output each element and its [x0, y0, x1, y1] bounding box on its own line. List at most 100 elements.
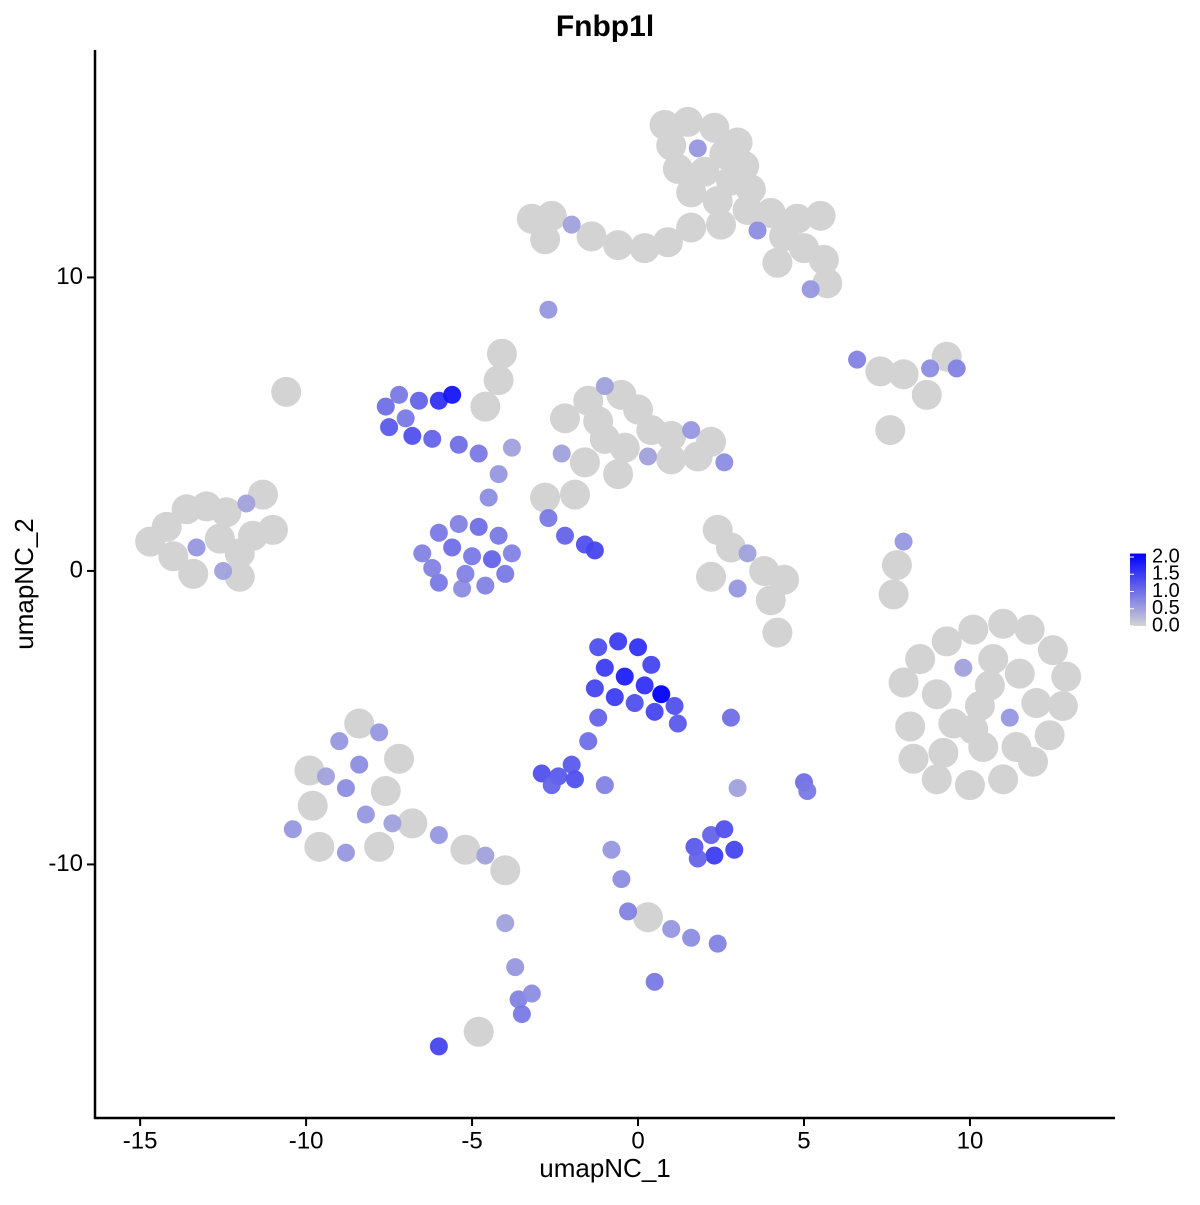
x-tick-label: -5 — [461, 1127, 482, 1154]
point — [878, 579, 909, 610]
point — [728, 779, 747, 798]
point — [638, 447, 657, 466]
point — [1051, 661, 1082, 692]
point — [682, 928, 701, 947]
point — [865, 356, 896, 387]
x-tick-label: 0 — [631, 1127, 644, 1154]
point — [552, 444, 571, 463]
point — [237, 494, 256, 513]
point — [668, 714, 687, 733]
point — [702, 186, 733, 217]
point — [536, 200, 567, 231]
colorbar-tick-label: 0.0 — [1152, 614, 1180, 636]
point — [396, 409, 415, 428]
point — [489, 526, 508, 545]
point — [562, 755, 581, 774]
point — [1001, 732, 1032, 763]
point — [898, 743, 929, 774]
point — [506, 958, 525, 977]
point — [224, 561, 255, 592]
point — [645, 702, 664, 721]
point — [705, 846, 724, 865]
point — [562, 215, 581, 234]
point — [595, 658, 614, 677]
point — [271, 376, 302, 407]
point — [656, 420, 687, 451]
point — [496, 564, 515, 583]
point — [151, 511, 182, 542]
point — [384, 743, 415, 774]
point — [748, 221, 767, 240]
point — [728, 579, 747, 598]
point — [619, 902, 638, 921]
point — [364, 831, 395, 862]
y-axis-label: umapNC_2 — [9, 518, 39, 650]
point — [469, 517, 488, 536]
point — [656, 444, 687, 475]
point — [911, 379, 942, 410]
point — [715, 532, 746, 563]
point — [808, 244, 839, 275]
point — [676, 212, 707, 243]
point — [502, 544, 521, 563]
point — [429, 826, 448, 845]
point — [629, 638, 648, 657]
point — [1004, 658, 1035, 689]
point — [652, 685, 671, 704]
point — [247, 479, 278, 510]
point — [615, 667, 634, 686]
point — [805, 200, 836, 231]
point — [595, 377, 614, 396]
point — [530, 224, 561, 255]
point — [1047, 690, 1078, 721]
point — [665, 696, 684, 715]
point — [297, 790, 328, 821]
point — [625, 694, 644, 713]
point — [988, 764, 1019, 795]
x-tick-label: -10 — [289, 1127, 324, 1154]
point — [463, 547, 482, 566]
point — [469, 444, 488, 463]
point — [502, 438, 521, 457]
point — [632, 902, 663, 933]
point — [576, 221, 607, 252]
point — [725, 840, 744, 859]
point — [330, 732, 349, 751]
point — [732, 194, 763, 225]
point — [635, 676, 654, 695]
point — [450, 834, 481, 865]
point — [550, 403, 581, 434]
point — [482, 550, 501, 569]
point — [370, 723, 389, 742]
point — [429, 523, 448, 542]
point — [283, 820, 302, 839]
point — [380, 418, 399, 437]
colorbar-tick-label: 2.0 — [1152, 545, 1180, 567]
point — [875, 415, 906, 446]
point — [682, 441, 713, 472]
point — [798, 782, 817, 801]
point — [449, 435, 468, 454]
point — [715, 820, 734, 839]
point — [652, 227, 683, 258]
point — [565, 770, 584, 789]
point — [921, 679, 952, 710]
point — [905, 643, 936, 674]
point — [928, 737, 959, 768]
point — [356, 805, 375, 824]
point — [490, 855, 521, 886]
point — [595, 776, 614, 795]
point — [609, 632, 628, 651]
point — [699, 112, 730, 143]
point — [294, 755, 325, 786]
point — [429, 573, 448, 592]
point — [476, 846, 495, 865]
point — [603, 459, 634, 490]
point — [496, 914, 515, 933]
point — [662, 153, 693, 184]
point — [413, 544, 432, 563]
point — [721, 708, 740, 727]
point — [443, 385, 462, 404]
point — [539, 509, 558, 528]
point — [476, 576, 495, 595]
